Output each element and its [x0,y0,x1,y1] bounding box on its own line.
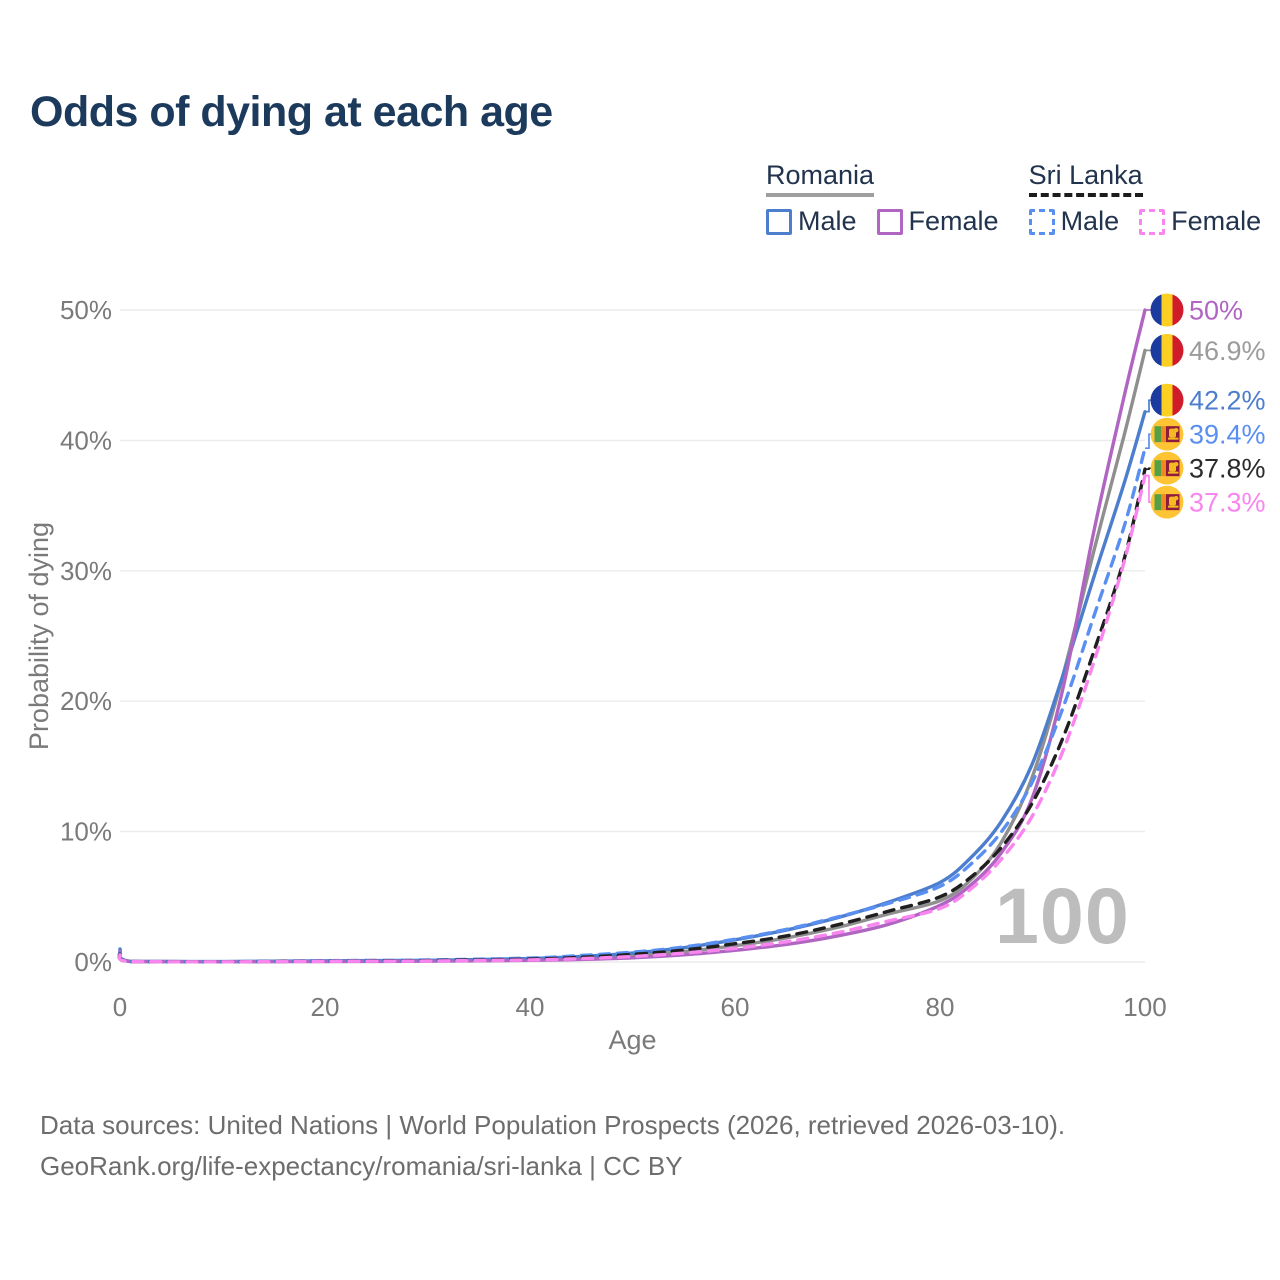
flag-band-yellow [1161,333,1173,367]
legend-items-sri-lanka: Male Female [1028,206,1261,237]
flag-icon-romania [1150,293,1184,327]
flag-stripe-orange [1161,460,1166,477]
y-tick-label: 30% [60,556,112,586]
flag-band-yellow [1161,383,1173,417]
flag-art [1150,485,1184,519]
flag-icon-sri-lanka [1150,451,1184,485]
chart-legend: Romania Male Female Sri Lanka Male [766,160,1261,237]
legend-item-label: Female [1171,206,1262,236]
series-line-romania [117,348,1147,964]
legend-item-romania-male[interactable]: Male [766,206,857,237]
flag-band-blue [1150,293,1162,327]
legend-item-sri-lanka-female[interactable]: Female [1139,206,1261,237]
legend-swatch-sri-lanka-male [1028,208,1055,235]
flag-lion-base [1168,437,1179,440]
flag-icon-romania [1150,383,1184,417]
flag-icon-sri-lanka [1150,417,1184,451]
series-line-sri-lanka-female [117,473,1147,964]
attribution-link-text: GeoRank.org/life-expectancy/romania/sri-… [40,1151,683,1181]
flag-lion-head [1174,495,1179,501]
flag-stripe-orange [1161,426,1166,443]
end-value-label: 37.3% [1189,488,1266,518]
x-tick-label: 60 [721,992,750,1022]
legend-swatch-romania-male [766,208,792,235]
legend-swatch-sri-lanka-female [1139,208,1166,235]
flag-band-red [1172,333,1184,367]
flag-art [1150,333,1184,367]
x-tick-label: 0 [113,992,127,1022]
flag-lion-base [1168,471,1179,474]
x-tick-label: 80 [926,992,955,1022]
legend-country-name-sri-lanka[interactable]: Sri Lanka [1028,160,1143,197]
legend-swatch-romania-female [876,208,903,235]
flag-art [1150,451,1184,485]
flag-band-red [1172,293,1184,327]
x-tick-label: 20 [311,992,340,1022]
end-value-label: 50% [1189,296,1243,326]
end-value-label: 39.4% [1189,420,1266,450]
y-tick-label: 10% [60,817,112,847]
series-line-sri-lanka [117,467,1147,964]
series-line-sri-lanka-male [117,446,1147,964]
legend-group-romania: Romania Male Female [766,160,999,237]
flag-band-red [1172,383,1184,417]
legend-item-romania-female[interactable]: Female [876,206,999,237]
legend-item-label: Male [798,206,857,236]
x-axis-title: Age [608,1025,656,1055]
flag-lion-head [1174,427,1179,433]
legend-item-label: Female [908,206,999,236]
flag-stripe-orange [1161,494,1166,511]
flag-icon-sri-lanka [1150,485,1184,519]
end-label-leader [1145,433,1152,450]
end-label-leader [1145,399,1152,413]
page-title: Odds of dying at each age [30,88,553,136]
flag-stripe-green [1154,494,1161,511]
footer: Data sources: United Nations | World Pop… [40,1105,1065,1187]
legend-items-romania: Male Female [766,206,999,237]
end-value-label: 46.9% [1189,336,1266,366]
flag-art [1150,383,1184,417]
x-tick-label: 100 [1123,992,1166,1022]
flag-lion-base [1168,505,1179,508]
series-line-romania-male [117,410,1147,964]
y-tick-label: 20% [60,686,112,716]
age-watermark: 100 [995,871,1130,960]
legend-group-sri-lanka: Sri Lanka Male Female [1028,160,1261,237]
legend-country-name-romania[interactable]: Romania [766,160,875,197]
flag-stripe-green [1154,460,1161,477]
flag-art [1150,417,1184,451]
legend-item-sri-lanka-male[interactable]: Male [1028,206,1120,237]
data-sources-text: Data sources: United Nations | World Pop… [40,1110,1066,1140]
y-tick-label: 50% [60,295,112,325]
end-label-leader [1145,474,1152,504]
flag-icon-romania [1150,333,1184,367]
flag-art [1150,293,1184,327]
flag-band-blue [1150,383,1162,417]
y-tick-label: 0% [74,947,112,977]
flag-band-yellow [1161,293,1173,327]
legend-item-label: Male [1060,206,1120,236]
end-value-label: 37.8% [1189,454,1266,484]
flag-band-blue [1150,333,1162,367]
flag-stripe-green [1154,426,1161,443]
series-line-romania-female [117,308,1147,964]
x-tick-label: 40 [516,992,545,1022]
y-tick-label: 40% [60,425,112,455]
y-axis-title: Probability of dying [24,522,54,750]
end-value-label: 42.2% [1189,386,1266,416]
end-label-leader [1145,467,1152,470]
flag-lion-head [1174,461,1179,467]
